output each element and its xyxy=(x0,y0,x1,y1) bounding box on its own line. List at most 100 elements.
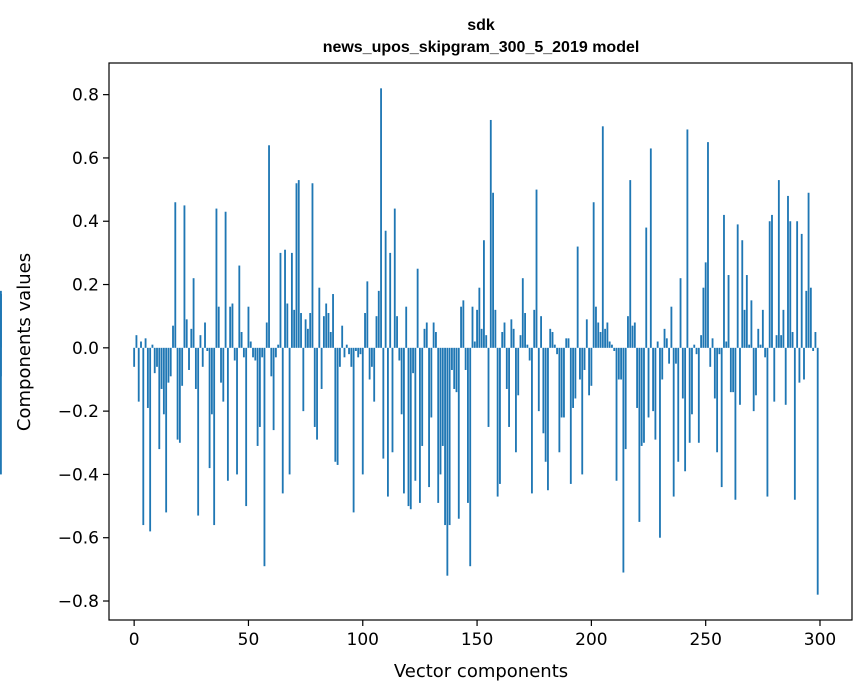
bar-215 xyxy=(624,347,627,450)
bar-114 xyxy=(393,208,396,348)
bar-241 xyxy=(684,347,687,472)
bar-183 xyxy=(551,332,554,348)
bar-11 xyxy=(158,347,161,450)
bar-110 xyxy=(384,230,387,348)
bar-231 xyxy=(661,347,664,380)
bar-255 xyxy=(716,347,719,453)
bar-122 xyxy=(412,347,414,374)
bar-81 xyxy=(318,287,321,348)
bar-43 xyxy=(231,303,234,348)
bar-209 xyxy=(611,344,613,348)
bar-286 xyxy=(787,195,789,348)
bar-289 xyxy=(793,347,796,500)
x-tick-label: 100 xyxy=(347,630,379,650)
x-tick-label: 250 xyxy=(689,630,721,650)
bar-125 xyxy=(419,347,421,503)
bar-219 xyxy=(633,322,636,348)
bar-227 xyxy=(652,347,655,412)
bar-128 xyxy=(425,322,428,348)
bar-182 xyxy=(549,328,552,348)
bar-232 xyxy=(663,328,666,348)
bar-220 xyxy=(636,347,639,408)
bar-84 xyxy=(325,303,328,348)
bar-284 xyxy=(782,309,785,348)
bar-17 xyxy=(172,325,174,348)
bar-137 xyxy=(446,347,449,576)
bar-299 xyxy=(816,347,819,595)
bar-undefined xyxy=(0,347,2,377)
bar-176 xyxy=(535,189,538,348)
bar-238 xyxy=(677,347,680,462)
bar-198 xyxy=(585,319,588,348)
bar-285 xyxy=(784,347,787,405)
bar-89 xyxy=(336,347,339,465)
bar-97 xyxy=(354,347,357,351)
bar-102 xyxy=(366,281,369,348)
y-tick-label: 0.8 xyxy=(72,86,99,106)
bar-36 xyxy=(215,208,218,348)
bar-145 xyxy=(464,347,467,370)
bar-3 xyxy=(140,341,142,348)
bar-244 xyxy=(691,347,693,415)
bar-268 xyxy=(745,275,748,348)
bar-86 xyxy=(329,332,332,348)
bar-163 xyxy=(505,347,508,389)
bar-75 xyxy=(304,319,307,348)
bar-291 xyxy=(798,347,801,383)
bar-202 xyxy=(595,306,597,348)
bar-120 xyxy=(407,347,410,507)
bar-277 xyxy=(766,347,769,497)
bar-18 xyxy=(174,202,177,348)
bar-143 xyxy=(460,306,462,348)
bar-166 xyxy=(512,328,515,348)
bar-5 xyxy=(144,338,147,348)
bar-24 xyxy=(188,347,190,370)
bar-204 xyxy=(599,332,602,348)
bar-249 xyxy=(702,287,705,348)
bar-82 xyxy=(320,347,323,389)
bar-293 xyxy=(803,347,805,380)
bar-221 xyxy=(638,347,641,522)
bar-46 xyxy=(238,265,241,348)
bar-20 xyxy=(178,347,181,443)
bar-214 xyxy=(622,347,625,573)
bar-159 xyxy=(496,347,499,497)
bar-217 xyxy=(629,180,632,348)
bar-178 xyxy=(540,316,542,348)
bar-200 xyxy=(590,347,593,386)
bar-9 xyxy=(153,347,156,374)
bar-undefined xyxy=(0,347,2,475)
bar-0 xyxy=(133,347,136,367)
bar-281 xyxy=(775,335,778,348)
y-axis: −0.8 −0.6 −0.4 −0.2 0.0 0.2 0.4 0.6 0.8 xyxy=(58,86,109,612)
bar-170 xyxy=(521,278,524,348)
bar-107 xyxy=(377,290,380,348)
bar-243 xyxy=(688,347,691,443)
bar-29 xyxy=(199,335,202,348)
bar-266 xyxy=(741,240,744,348)
bar-164 xyxy=(508,347,510,427)
bar-186 xyxy=(558,347,561,453)
bar-226 xyxy=(649,148,652,348)
bar-28 xyxy=(197,347,200,516)
bar-234 xyxy=(668,347,671,364)
y-tick-label: −0.6 xyxy=(58,529,99,549)
bar-152 xyxy=(480,328,483,348)
bar-90 xyxy=(338,347,341,367)
bar-274 xyxy=(759,344,762,348)
y-tick-label: −0.2 xyxy=(58,402,99,422)
y-tick-label: 0.6 xyxy=(72,149,99,169)
bar-66 xyxy=(284,249,286,348)
bar-184 xyxy=(553,344,556,348)
bar-40 xyxy=(224,211,227,348)
bar-207 xyxy=(606,322,609,348)
bar-131 xyxy=(432,322,435,348)
bar-108 xyxy=(380,88,382,348)
bar-290 xyxy=(796,221,799,348)
bar-55 xyxy=(258,347,261,427)
bar-44 xyxy=(233,347,236,361)
bar-167 xyxy=(515,347,517,453)
bar-63 xyxy=(277,344,280,348)
bar-287 xyxy=(789,221,792,348)
y-axis-label: Components values xyxy=(14,253,35,431)
